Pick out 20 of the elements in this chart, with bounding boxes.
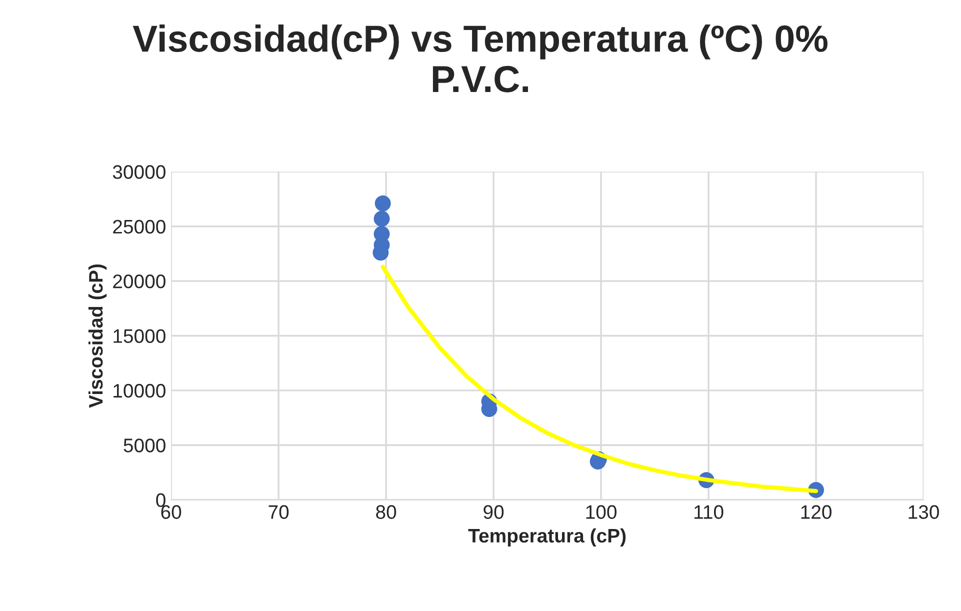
y-tick-label: 10000: [114, 384, 166, 398]
y-axis-title: Viscosidad (cP): [88, 264, 107, 408]
chart-title: Viscosidad(cP) vs Temperatura (ºC) 0% P.V.C.: [132, 24, 828, 92]
x-tick-label: 130: [908, 505, 939, 519]
x-tick-label: 80: [376, 505, 396, 519]
x-tick-label: 120: [801, 505, 832, 519]
x-tick-label: 70: [268, 505, 289, 519]
x-tick-label: 90: [484, 505, 504, 519]
y-tick-label: 30000: [112, 165, 166, 179]
x-tick-label: 110: [694, 505, 724, 519]
point: [374, 195, 391, 212]
x-axis-title: Temperatura (cP): [468, 528, 626, 546]
x-tick-label: 60: [161, 505, 182, 519]
y-tick-label: 15000: [114, 329, 166, 343]
y-tick-label: 0: [156, 493, 166, 508]
point: [374, 210, 390, 227]
y-tick-label: 5000: [124, 438, 166, 452]
y-tick-label: 25000: [113, 220, 166, 234]
x-tick-label: 100: [586, 505, 616, 519]
y-tick-label: 20000: [113, 274, 166, 288]
